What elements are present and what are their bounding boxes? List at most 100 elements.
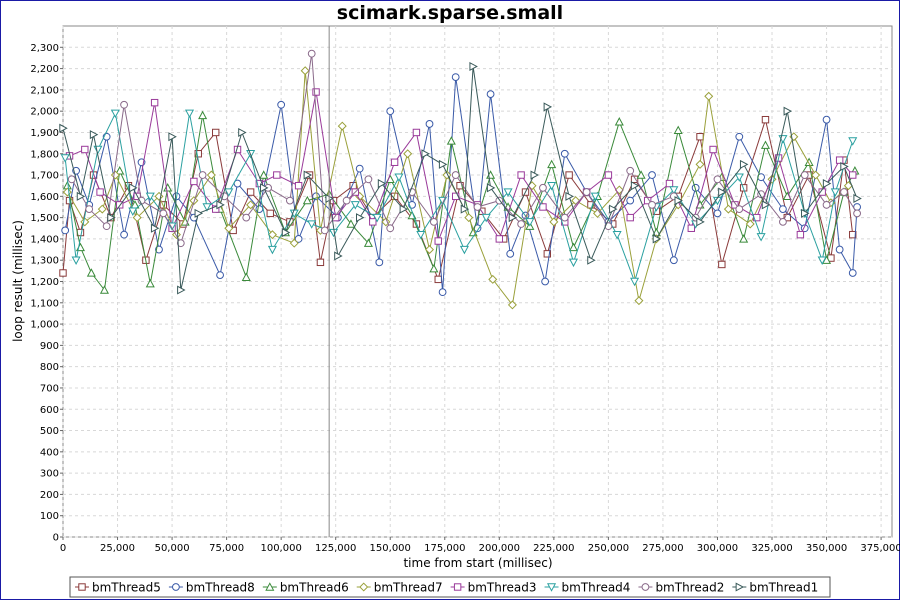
data-point [696,217,705,227]
y-tick-label: 400 [40,447,59,458]
data-point [539,183,547,192]
data-point [346,219,356,228]
data-point [403,149,413,159]
data-point [429,263,439,273]
data-point [246,200,256,210]
data-point [246,188,255,196]
data-point [62,187,72,197]
data-point [507,300,517,310]
data-point [145,192,155,202]
data-point [163,183,173,192]
data-point [260,183,269,193]
data-point [718,260,726,269]
x-tick-label: 75,000 [209,543,244,554]
data-point [184,109,195,119]
data-point [840,161,849,172]
data-point [145,278,155,288]
y-tick-label: 300 [40,469,59,480]
legend-label: bmThread2 [655,581,724,595]
legend: bmThread5 bmThread8 bmThread6 bmThread7 bmTh… [75,581,818,595]
data-point [822,115,831,124]
data-point [412,128,421,137]
data-point [394,173,404,182]
y-tick-label: 2,100 [30,85,59,96]
data-point [242,213,251,222]
data-point [756,233,766,242]
data-point [669,256,678,265]
data-point [85,205,94,214]
y-tick-label: 2,000 [30,107,59,118]
data-point [67,175,76,184]
data-point [212,205,220,213]
x-tick-label: 325,000 [751,543,792,554]
y-tick-label: 1,400 [30,234,59,245]
data-point [517,220,526,228]
data-point [459,245,469,255]
data-point [822,179,832,189]
y-tick-label: 100 [40,511,59,522]
data-point [783,106,793,116]
series-line [64,111,854,284]
data-point [495,235,504,243]
data-point [294,181,303,190]
data-point [363,238,373,247]
data-point [626,166,635,175]
legend-marker [78,583,86,591]
legend-box [69,576,831,598]
y-tick-label: 1,000 [30,320,59,331]
data-point [198,171,207,179]
data-point [760,140,771,149]
data-point [835,156,844,164]
data-point [481,213,491,223]
data-point [473,203,482,211]
data-point [438,159,448,169]
data-point [761,200,771,210]
data-point [289,238,299,248]
legend-item: bmThread7 [356,581,443,595]
data-point [587,255,596,265]
legend-label: bmThread8 [186,581,255,595]
data-point [71,256,81,265]
y-tick-label: 900 [40,341,59,352]
data-point [189,196,199,206]
data-point [386,224,395,233]
y-tick-label: 1,600 [30,192,59,203]
y-tick-label: 1,500 [30,213,59,224]
data-point [735,132,744,141]
data-point [198,110,208,120]
data-point [822,200,831,209]
data-point [369,218,377,226]
data-point [704,91,714,101]
data-point [636,170,646,179]
data-point [804,157,814,166]
legend-item: bmThread2 [638,581,724,595]
y-axis-ticks: 0 100 200 300 400 500 600 700 800 900 1,000 1,100 1,… [30,43,63,544]
data-point [543,250,552,258]
data-point [565,191,574,201]
data-point [206,170,216,180]
data-point [508,213,518,223]
data-point [300,66,310,76]
x-tick-label: 200,000 [479,543,520,554]
series-bmThread8 [61,73,861,297]
legend-label: bmThread5 [92,581,161,595]
data-point [543,102,553,112]
data-point [779,217,787,226]
data-point [530,170,539,180]
data-point [811,170,821,180]
data-point [416,230,426,240]
grid-lines [62,26,892,538]
data-point [652,234,662,244]
legend-marker [265,582,275,591]
x-tick-label: 275,000 [642,543,683,554]
data-point [709,145,717,154]
data-point [517,171,525,179]
data-point [216,200,225,210]
data-point [547,159,557,169]
data-point [277,100,286,109]
data-point [630,181,640,191]
data-point [202,203,212,212]
data-point [451,171,460,179]
series-line [64,77,858,293]
data-point [604,171,613,179]
